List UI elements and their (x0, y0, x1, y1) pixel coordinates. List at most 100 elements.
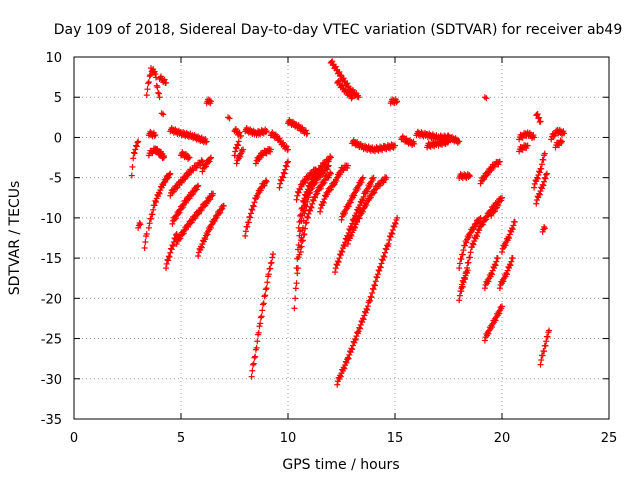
data-point (541, 174, 548, 181)
y-tick-label: -10 (41, 212, 62, 227)
data-point (536, 114, 543, 121)
data-point (312, 194, 319, 201)
data-point (541, 178, 548, 185)
data-point (312, 166, 319, 173)
data-point (338, 248, 345, 255)
data-point (190, 190, 197, 197)
x-tick-label: 5 (177, 431, 185, 446)
data-point (233, 160, 240, 167)
data-point (344, 162, 351, 169)
data-point (207, 154, 214, 161)
data-point (198, 244, 205, 251)
data-point (262, 286, 269, 293)
data-point (163, 79, 170, 86)
data-point (542, 175, 549, 182)
y-tick-label: -5 (49, 172, 62, 187)
data-point (173, 230, 180, 237)
data-point (250, 203, 257, 210)
data-point (234, 141, 241, 148)
data-point (334, 262, 341, 269)
data-point (133, 142, 140, 149)
data-point (143, 230, 150, 237)
data-point (499, 248, 505, 255)
y-tick-label: -30 (41, 373, 62, 388)
data-point (170, 188, 177, 195)
data-point (309, 200, 316, 207)
data-point (283, 163, 290, 170)
data-point (351, 192, 358, 199)
data-point (509, 255, 516, 262)
data-point (354, 185, 361, 192)
data-point (507, 262, 514, 269)
plot-frame (73, 56, 610, 420)
data-point (324, 166, 331, 173)
data-point (378, 260, 385, 267)
y-tick-labels: 10 5 0 -5 -10 -15 -20 -25 -30 -35 (41, 51, 62, 428)
data-point (465, 259, 472, 266)
data-point (257, 314, 264, 321)
data-point (492, 262, 499, 269)
data-point (168, 246, 175, 253)
data-point (142, 239, 149, 246)
data-point (391, 223, 398, 230)
data-point (170, 242, 177, 249)
data-point (148, 215, 155, 222)
data-point (329, 58, 336, 65)
data-point (153, 199, 160, 206)
data-point (382, 249, 389, 256)
data-point (299, 204, 306, 211)
data-point (130, 149, 137, 156)
data-point (351, 339, 358, 346)
data-point (479, 221, 486, 228)
data-point (297, 248, 304, 255)
data-point (300, 231, 307, 238)
data-point (352, 335, 359, 342)
data-point (444, 139, 451, 146)
data-point (161, 76, 168, 83)
data-point (488, 167, 495, 174)
data-point (494, 255, 501, 262)
data-point (460, 247, 467, 254)
data-point (476, 227, 483, 234)
data-point (202, 236, 209, 243)
data-point (349, 94, 356, 101)
data-point (207, 196, 214, 203)
data-point (151, 68, 158, 75)
data-point (176, 209, 183, 216)
data-point (152, 71, 159, 78)
data-point (281, 170, 288, 177)
data-point (296, 232, 303, 239)
y-tick-label: -35 (41, 413, 62, 428)
x-tick-label: 10 (280, 431, 297, 446)
data-point (464, 269, 471, 276)
data-point (531, 184, 538, 191)
data-point (354, 219, 361, 226)
data-point (499, 303, 505, 310)
data-point (355, 94, 362, 101)
data-point (204, 231, 211, 238)
data-point (301, 231, 308, 238)
data-point (265, 271, 272, 278)
data-point (386, 237, 393, 244)
data-point (173, 215, 180, 222)
data-point (466, 173, 473, 180)
data-point (292, 295, 299, 302)
data-point (282, 166, 289, 173)
data-point (146, 220, 153, 227)
data-point (269, 254, 276, 261)
data-point (298, 183, 305, 190)
data-point (393, 99, 400, 106)
data-point (158, 110, 165, 117)
data-point (160, 153, 167, 160)
data-point (254, 338, 261, 345)
data-point (531, 134, 538, 141)
data-point (152, 132, 159, 139)
data-point (295, 224, 302, 231)
data-point (470, 241, 477, 248)
data-point (307, 207, 314, 214)
data-point (298, 243, 305, 250)
data-point (332, 269, 339, 276)
data-point (483, 95, 490, 102)
data-point (169, 242, 176, 249)
data-point (311, 177, 318, 184)
